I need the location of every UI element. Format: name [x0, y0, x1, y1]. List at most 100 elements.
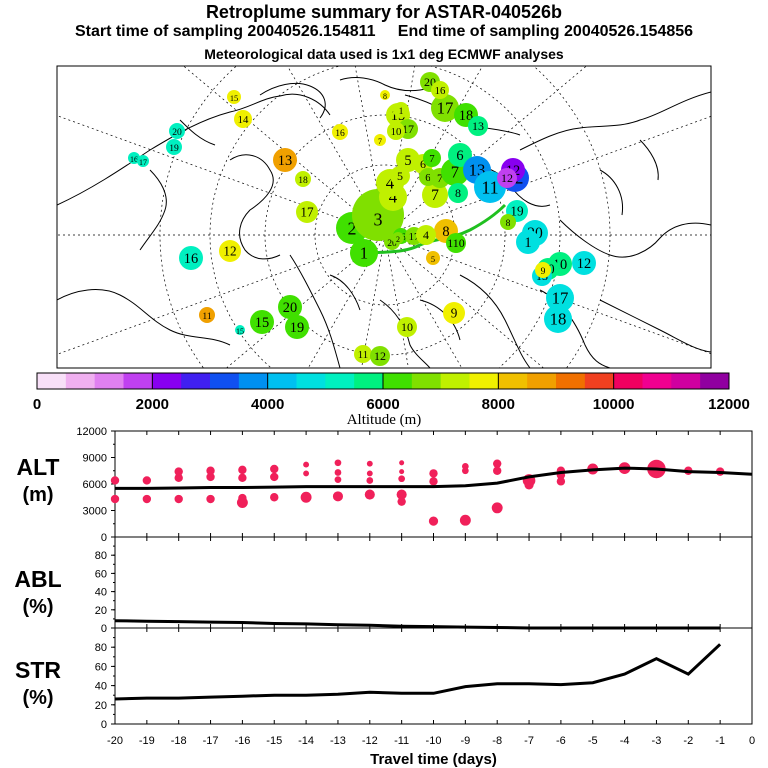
- plume-marker-label: 5: [431, 255, 435, 264]
- str-line: [114, 643, 722, 701]
- plume-marker: [416, 225, 436, 245]
- y-tick-label: 9000: [83, 453, 107, 465]
- plume-marker-label: 15: [236, 327, 244, 336]
- plume-marker-label: 4: [386, 174, 395, 193]
- altitude-point: [303, 470, 310, 477]
- plume-marker-label: 16: [130, 155, 138, 164]
- plume-marker: [227, 90, 241, 104]
- plume-marker-label: 8: [383, 92, 387, 101]
- plume-marker: [448, 183, 468, 203]
- y-tick-label: 0: [101, 623, 107, 635]
- altitude-point: [270, 493, 279, 502]
- coastline: [289, 254, 341, 368]
- altitude-point: [206, 466, 215, 475]
- colorbar-swatch: [296, 373, 326, 389]
- plume-marker-label: 7: [431, 187, 439, 204]
- plume-marker: [370, 346, 390, 366]
- plume-marker: [285, 315, 309, 339]
- colorbar-swatch: [238, 373, 269, 389]
- plume-marker-label: 17: [402, 122, 414, 136]
- coastline: [519, 91, 711, 151]
- x-tick-label: -7: [524, 735, 534, 747]
- colorbar-swatch: [671, 373, 701, 389]
- plume-marker-label: 3: [374, 209, 383, 229]
- plume-marker-label: 19: [290, 320, 304, 336]
- colorbar-swatch: [383, 373, 413, 389]
- plume-marker-label: 19: [510, 203, 524, 218]
- plume-marker: [273, 148, 297, 172]
- altitude-point: [110, 476, 120, 485]
- altitude-point: [459, 514, 471, 526]
- coastline: [339, 77, 431, 92]
- colorbar-tick-label: 12000: [708, 396, 750, 413]
- plume-marker-label: 10: [391, 126, 402, 138]
- plume-marker-label: 5: [404, 153, 411, 169]
- panel-unit-label: (m): [22, 484, 53, 506]
- coastline: [179, 119, 216, 146]
- altitude-point: [303, 461, 310, 468]
- plume-marker-label: 4: [423, 228, 429, 242]
- plume-marker: [166, 139, 182, 155]
- x-tick-label: -5: [588, 735, 598, 747]
- plume-marker: [497, 168, 517, 188]
- meridian-line: [384, 234, 711, 355]
- plume-marker: [390, 166, 410, 186]
- plume-marker: [199, 307, 215, 323]
- plume-marker: [179, 246, 203, 270]
- plume-marker-label: 16: [435, 85, 446, 97]
- colorbar-tick-label: 4000: [251, 396, 284, 413]
- plume-marker-label: 17: [300, 204, 314, 219]
- colorbar-swatch: [210, 373, 240, 389]
- plume-marker: [295, 171, 311, 187]
- plume-marker-label: 16: [335, 128, 345, 139]
- x-tick-label: -1: [715, 735, 725, 747]
- plume-marker-label: 20: [283, 300, 297, 316]
- time-series-panels: 030006000900012000ALT(m)020406080ABL(%)0…: [14, 426, 755, 768]
- coastline: [559, 219, 711, 258]
- colorbar-swatch: [527, 373, 557, 389]
- altitude-point: [300, 491, 312, 503]
- x-tick-label: 0: [749, 735, 755, 747]
- plume-marker-label: 6: [456, 148, 463, 164]
- altitude-point: [556, 477, 566, 486]
- colorbar-swatch: [94, 373, 124, 389]
- colorbar-swatch: [411, 373, 442, 389]
- panel-alt: 0 3000 6000 9000 12000 ALT (m): [16, 426, 753, 544]
- plume-marker-label: 110: [447, 236, 465, 250]
- plume-marker-label: 1: [399, 106, 404, 117]
- y-tick-label: 40: [95, 587, 107, 599]
- coastline: [229, 154, 281, 260]
- altitude-point: [174, 473, 183, 483]
- plume-marker: [332, 124, 348, 140]
- plume-marker-label: 20: [172, 127, 182, 138]
- plume-marker: [468, 116, 488, 136]
- colorbar-swatch: [37, 373, 67, 389]
- plume-marker-label: 11: [481, 177, 498, 197]
- plume-marker-label: 12: [577, 256, 591, 272]
- plume-marker: [392, 232, 404, 244]
- plume-marker: [278, 295, 302, 319]
- altitude-point: [334, 476, 342, 483]
- plume-marker-label: 11: [202, 311, 211, 322]
- colorbar-swatch: [65, 373, 96, 389]
- colorbar-tick-label: 10000: [593, 396, 635, 413]
- x-tick-label: -17: [203, 735, 219, 747]
- altitude-colorbar: 0 2000 4000 6000 8000 10000 12000: [33, 372, 750, 413]
- plume-marker-label: 8: [506, 218, 511, 229]
- plume-marker-label: 18: [550, 310, 567, 329]
- y-tick-label: 20: [95, 605, 107, 617]
- plume-marker: [535, 262, 551, 278]
- y-tick-label: 3000: [83, 506, 107, 518]
- colorbar-swatch: [354, 373, 384, 389]
- x-axis-label: Travel time (days): [370, 751, 497, 768]
- plume-marker: [250, 310, 274, 334]
- colorbar-tick-label: 2000: [136, 396, 169, 413]
- plume-marker-label: 12: [501, 171, 513, 185]
- plume-marker-label: 15: [230, 94, 238, 103]
- colorbar-swatch: [642, 373, 672, 389]
- coastline: [459, 274, 531, 368]
- x-tick-label: -15: [266, 735, 282, 747]
- plume-marker-label: 20: [387, 238, 397, 249]
- x-tick-label: -6: [556, 735, 566, 747]
